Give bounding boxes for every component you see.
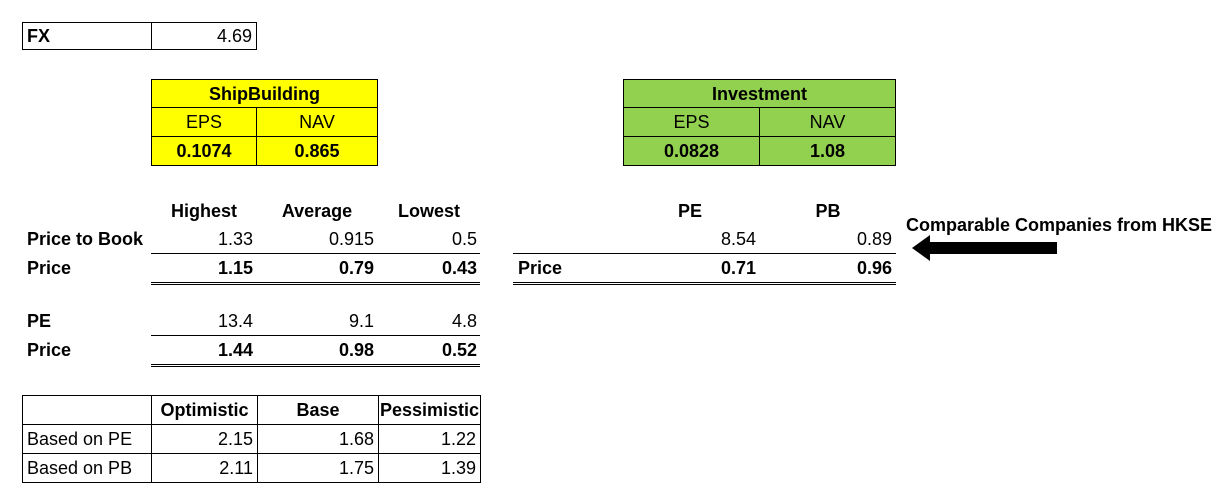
scenario-row-label: Based on PE — [23, 425, 152, 454]
scenario-cell: 1.39 — [440, 458, 476, 478]
investment-eps-value: 0.0828 — [624, 137, 760, 165]
scenario-cell: 1.75 — [258, 454, 379, 482]
header-highest: Highest — [170, 201, 237, 221]
shipbuilding-eps-value: 0.1074 — [152, 137, 257, 165]
pe-average: 9.1 — [348, 311, 374, 331]
pb-lowest: 0.5 — [451, 229, 477, 249]
comp-pb-value: 0.89 — [856, 229, 892, 249]
scenario-table: Optimistic Base Pessimistic Based on PE … — [22, 395, 481, 483]
header-lowest: Lowest — [397, 201, 460, 221]
comparable-note: Comparable Companies from HKSE — [906, 215, 1213, 235]
shipbuilding-nav-value: 0.865 — [294, 141, 340, 161]
investment-table: Investment EPS NAV 0.0828 1.08 — [623, 79, 896, 166]
comp-pe-price: 0.71 — [720, 258, 756, 278]
investment-eps-label: EPS — [624, 108, 760, 137]
pe-price-double-underline — [151, 364, 480, 367]
scenario-cell: 2.15 — [152, 425, 258, 454]
scenario-cell: 1.22 — [379, 425, 480, 454]
comp-pe-value: 8.54 — [720, 229, 756, 249]
pe-price-average: 0.98 — [338, 340, 374, 360]
shipbuilding-table: ShipBuilding EPS NAV 0.1074 0.865 — [151, 79, 378, 166]
comp-header-pb: PB — [815, 201, 841, 221]
pe-price-lowest: 0.52 — [441, 340, 477, 360]
investment-title: Investment — [624, 80, 895, 108]
pe-price-label: Price — [27, 340, 72, 360]
arrow-left-icon — [912, 235, 1057, 261]
comp-double-underline — [513, 282, 896, 285]
comp-price-label: Price — [518, 258, 563, 278]
comp-underline — [513, 253, 896, 254]
scenario-header-pessimistic: Pessimistic — [379, 396, 480, 425]
shipbuilding-nav-label: NAV — [257, 108, 377, 137]
investment-nav-value: 1.08 — [809, 141, 846, 161]
pb-highest: 1.33 — [217, 229, 253, 249]
shipbuilding-eps-label: EPS — [152, 108, 257, 137]
investment-nav-label: NAV — [760, 108, 895, 137]
pb-price-lowest: 0.43 — [441, 258, 477, 278]
fx-label: FX — [23, 22, 152, 50]
pe-lowest: 4.8 — [451, 311, 477, 331]
scenario-header-optimistic: Optimistic — [152, 396, 258, 425]
pb-price-double-underline — [151, 282, 480, 285]
header-average: Average — [281, 201, 353, 221]
scenario-header-base: Base — [258, 396, 379, 425]
pb-price-label: Price — [27, 258, 72, 278]
pe-highest: 13.4 — [217, 311, 253, 331]
pe-underline — [151, 335, 480, 336]
scenario-cell: 1.68 — [258, 425, 379, 454]
comp-header-pe: PE — [677, 201, 702, 221]
scenario-header-blank — [23, 396, 152, 425]
pb-price-highest: 1.15 — [217, 258, 253, 278]
shipbuilding-title: ShipBuilding — [152, 80, 377, 108]
scenario-cell: 2.11 — [152, 454, 258, 482]
pb-price-average: 0.79 — [338, 258, 374, 278]
pb-label: Price to Book — [27, 229, 144, 249]
pb-average: 0.915 — [328, 229, 374, 249]
scenario-row-label: Based on PB — [23, 454, 152, 482]
fx-value: 4.69 — [216, 26, 252, 46]
pe-price-highest: 1.44 — [217, 340, 253, 360]
pb-underline — [151, 253, 480, 254]
pe-label: PE — [27, 311, 52, 331]
comp-pb-price: 0.96 — [856, 258, 892, 278]
fx-table: FX 4.69 — [22, 22, 257, 50]
